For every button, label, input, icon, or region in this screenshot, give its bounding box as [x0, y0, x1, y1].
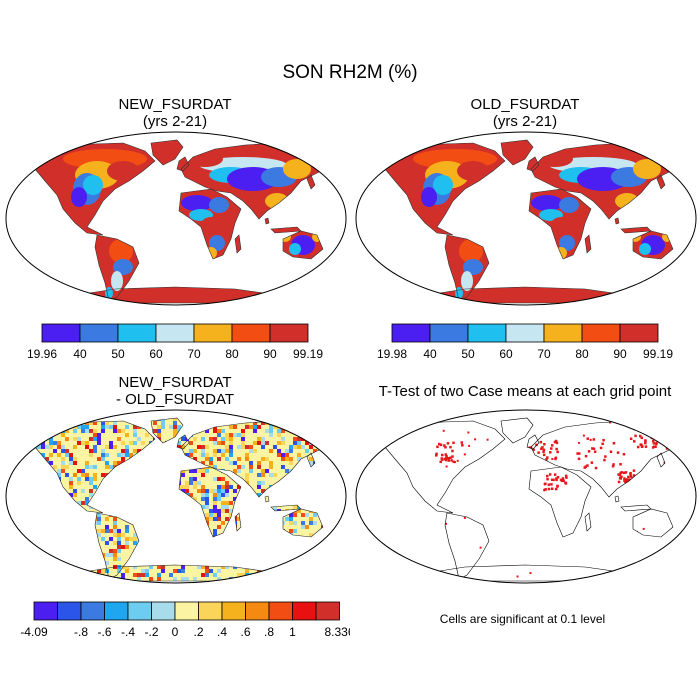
colorbar-tick-label: -.4: [121, 625, 135, 639]
colorbar-tick-label: 40: [73, 347, 87, 361]
colorbar-swatch: [231, 323, 271, 343]
panel-title-ttest: T-Test of two Case means at each grid po…: [355, 383, 695, 400]
colorbar-swatch: [41, 323, 81, 343]
colorbar-swatch: [292, 601, 317, 621]
colorbar-swatch: [33, 601, 58, 621]
colorbar-swatch: [315, 601, 340, 621]
colorbar-tick-label: 40: [423, 347, 437, 361]
colorbar-tick-label: -4.09: [20, 625, 48, 639]
colorbar-swatch: [269, 323, 309, 343]
colorbar-swatch: [57, 601, 82, 621]
panel-title-new-line1: NEW_FSURDAT: [118, 96, 232, 113]
colorbar-tick-label: .2: [193, 625, 203, 639]
significance-note: Cells are significant at 0.1 level: [439, 612, 606, 626]
colorbar-tick-label: .6: [240, 625, 250, 639]
panel-title-diff-line1: NEW_FSURDAT: [118, 374, 232, 391]
colorbar-tick-label: 99.19: [643, 347, 673, 361]
colorbar-tick-label: 60: [499, 347, 513, 361]
colorbar-swatch: [151, 601, 176, 621]
colorbar-tick-label: .4: [217, 625, 227, 639]
panel-title-ttest-line1: T-Test of two Case means at each grid po…: [378, 383, 672, 400]
colorbar-tick-label: 50: [111, 347, 125, 361]
colorbar-swatch: [391, 323, 431, 343]
colorbar-swatch: [127, 601, 152, 621]
panel-title-old: OLD_FSURDAT (yrs 2-21): [355, 96, 695, 130]
colorbar-diff: -4.09 -.8 -.6 -.4 -.2 0 .2 .4 .6 .8 1 8.336: [20, 601, 350, 639]
colorbar-tick-label: 90: [263, 347, 277, 361]
colorbar-tick-label: 90: [613, 347, 627, 361]
colorbar-swatch: [505, 323, 545, 343]
colorbar-swatch: [245, 601, 270, 621]
panel-title-old-line2: (yrs 2-21): [492, 113, 558, 130]
map-ttest: [355, 409, 697, 584]
panel-title-diff: NEW_FSURDAT - OLD_FSURDAT: [5, 374, 345, 408]
colorbar-swatch: [193, 323, 233, 343]
map-difference: [5, 409, 347, 584]
colorbar-swatch: [174, 601, 199, 621]
colorbar-tick-label: -.8: [74, 625, 88, 639]
colorbar-swatch: [619, 323, 659, 343]
colorbar-tick-label: 80: [225, 347, 239, 361]
map-new-rh2m: [5, 131, 347, 306]
colorbar-swatch: [198, 601, 223, 621]
colorbar-swatch: [221, 601, 246, 621]
colorbar-swatch: [429, 323, 469, 343]
colorbar-swatch: [581, 323, 621, 343]
colorbar-tick-label: 1: [289, 625, 296, 639]
colorbar-swatch: [117, 323, 157, 343]
colorbar-tick-label: -.6: [97, 625, 111, 639]
colorbar-tick-label: 80: [575, 347, 589, 361]
colorbar-swatch: [543, 323, 583, 343]
colorbar-tick-label: 60: [149, 347, 163, 361]
panel-title-new-line2: (yrs 2-21): [142, 113, 208, 130]
map-old-rh2m: [355, 131, 697, 306]
colorbar-swatch: [155, 323, 195, 343]
colorbar-tick-label: 70: [537, 347, 551, 361]
panel-title-old-line1: OLD_FSURDAT: [470, 96, 580, 113]
colorbar-swatch: [80, 601, 105, 621]
colorbar-swatch: [467, 323, 507, 343]
colorbar-swatch: [104, 601, 129, 621]
panel-title-new: NEW_FSURDAT (yrs 2-21): [5, 96, 345, 130]
colorbar-tick-label: -.2: [144, 625, 158, 639]
colorbar-tick-label: 19.98: [377, 347, 407, 361]
colorbar-swatch: [79, 323, 119, 343]
figure-title: SON RH2M (%): [282, 62, 418, 83]
colorbar-old: 19.98 40 50 60 70 80 90 99.19: [377, 323, 673, 361]
colorbar-tick-label: 0: [172, 625, 179, 639]
panel-title-diff-line2: - OLD_FSURDAT: [115, 391, 235, 408]
colorbar-tick-label: 50: [461, 347, 475, 361]
colorbar-new: 19.96 40 50 60 70 80 90 99.19: [27, 323, 323, 361]
colorbar-tick-label: 70: [187, 347, 201, 361]
colorbar-tick-label: 8.336: [324, 625, 350, 639]
colorbar-tick-label: 19.96: [27, 347, 57, 361]
colorbar-tick-label: .8: [264, 625, 274, 639]
colorbar-swatch: [268, 601, 293, 621]
colorbar-tick-label: 99.19: [293, 347, 323, 361]
